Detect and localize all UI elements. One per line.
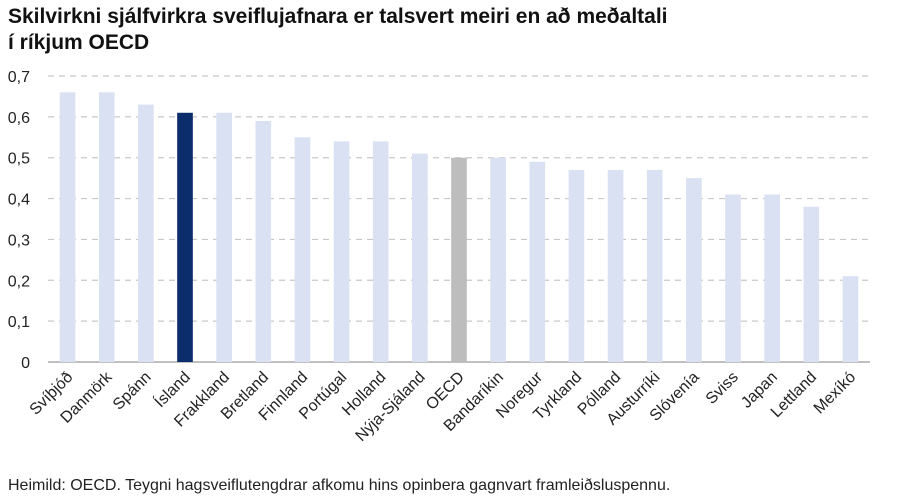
y-tick-label: 0,1 — [8, 314, 30, 331]
bar — [764, 194, 780, 362]
bar — [372, 141, 389, 362]
y-tick-label: 0,3 — [8, 232, 30, 249]
x-tick-label: Spánn — [110, 369, 155, 414]
bar — [216, 112, 232, 363]
chart-title: Skilvirkni sjálfvirkra sveiflujafnara er… — [8, 4, 888, 56]
bar — [255, 120, 272, 362]
bar — [59, 92, 76, 362]
bar — [177, 112, 193, 363]
y-tick-label: 0,6 — [8, 110, 30, 127]
chart-title-line-2: í ríkjum OECD — [8, 31, 150, 54]
bar — [568, 169, 585, 362]
x-tick-label: Mexíkó — [811, 369, 860, 418]
bar — [607, 169, 624, 362]
source-note: Heimild: OECD. Teygni hagsveiflutengdrar… — [8, 477, 671, 494]
bar — [529, 161, 546, 362]
bar — [138, 104, 154, 362]
bar — [294, 137, 311, 362]
bar — [646, 169, 663, 362]
bar — [412, 153, 428, 362]
chart-title-line-1: Skilvirkni sjálfvirkra sveiflujafnara er… — [8, 5, 668, 28]
x-tick-label: Nýja-Sjáland — [353, 369, 429, 445]
bar — [98, 92, 115, 362]
y-tick-label: 0,7 — [8, 69, 30, 86]
bar — [803, 206, 820, 362]
bar — [725, 194, 741, 362]
bar — [686, 178, 702, 362]
bar-chart: 00,10,20,30,40,50,60,7SvíþjóðDanmörkSpán… — [8, 69, 870, 445]
x-tick-label: Sviss — [703, 369, 742, 408]
bar — [333, 141, 350, 362]
y-tick-label: 0,4 — [8, 192, 30, 209]
bar — [451, 157, 467, 362]
bar — [842, 276, 859, 362]
y-tick-label: 0,5 — [8, 151, 30, 168]
y-tick-label: 0 — [21, 355, 30, 372]
y-tick-label: 0,2 — [8, 273, 30, 290]
bar — [490, 157, 506, 362]
